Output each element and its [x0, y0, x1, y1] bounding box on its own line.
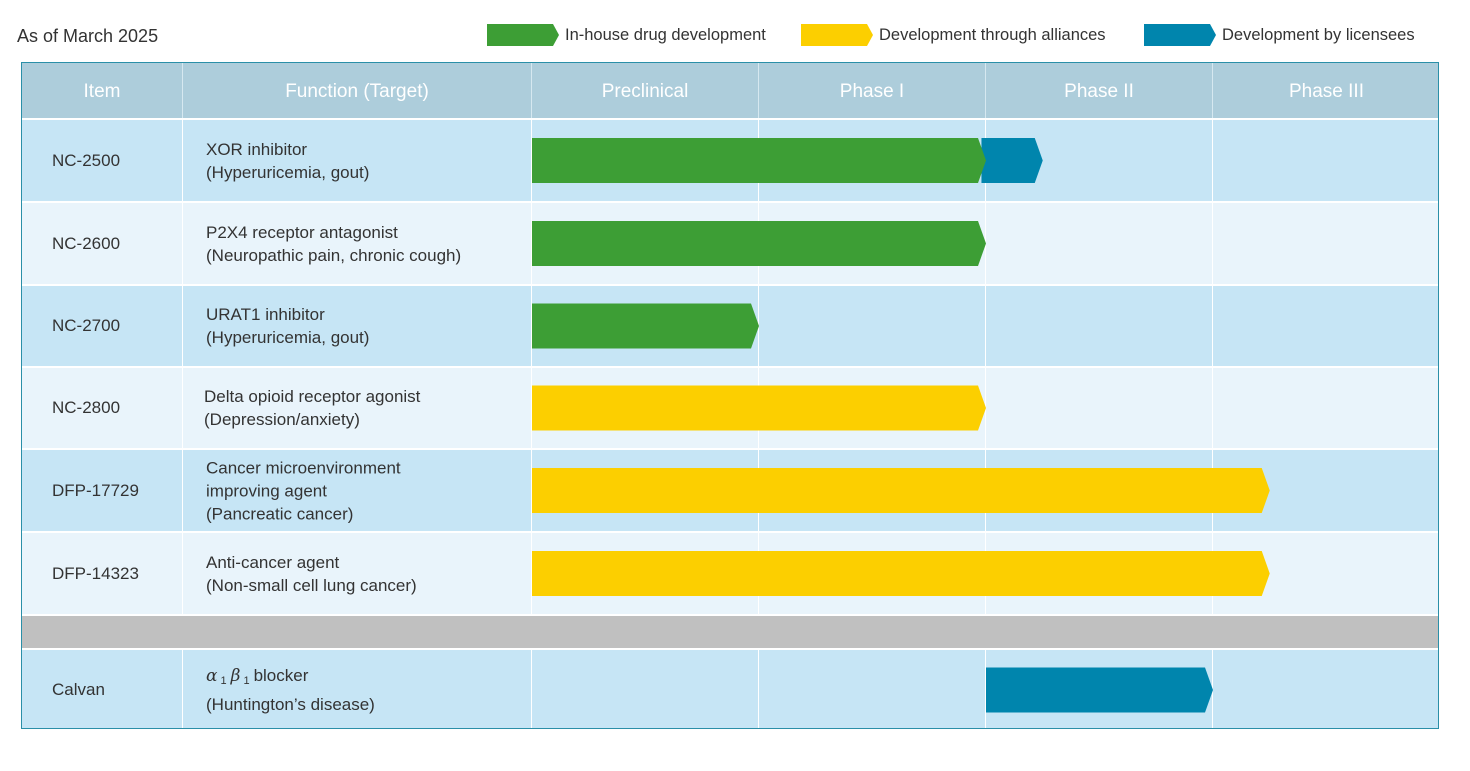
section-divider: [22, 614, 1438, 648]
header-phase-3: Phase III: [1289, 81, 1364, 102]
subscript: 1: [220, 675, 227, 687]
target-line: (Hyperuricemia, gout): [206, 162, 370, 182]
column-divider: [531, 648, 532, 728]
function-line: α 1 β 1 blocker: [206, 664, 375, 693]
function-line: Delta opioid receptor agonist: [204, 387, 421, 406]
column-divider: [985, 118, 986, 614]
function-line: improving agent: [206, 481, 327, 500]
column-divider: [1212, 648, 1213, 728]
column-divider: [182, 648, 183, 728]
item-name: NC-2500: [52, 150, 121, 170]
pipeline-bar: [532, 138, 986, 183]
target-line: (Neuropathic pain, chronic cough): [206, 245, 462, 265]
header-phase-1: Phase I: [759, 63, 986, 118]
function-text: blocker: [253, 666, 309, 685]
item-name: DFP-17729: [52, 480, 139, 500]
pipeline-bar: [532, 221, 986, 266]
target-line: (Pancreatic cancer): [206, 504, 354, 523]
header-item: Item: [22, 63, 183, 118]
target-line: (Depression/anxiety): [204, 410, 360, 429]
header-preclinical: Preclinical: [532, 63, 759, 118]
item-name: Calvan: [52, 680, 105, 699]
item-name: NC-2700: [52, 316, 121, 335]
header-phase-2: Phase II: [986, 63, 1213, 118]
item-name: DFP-14323: [52, 563, 139, 583]
function-line: URAT1 inhibitor: [206, 305, 325, 324]
pipeline-bar: [532, 385, 986, 431]
column-divider: [985, 648, 986, 728]
item-name: NC-2800: [52, 398, 121, 417]
function-line: P2X4 receptor antagonist: [206, 222, 398, 242]
alpha-symbol: α: [206, 666, 218, 686]
legend-swatch-in-house: [487, 24, 559, 46]
legend-label: Development through alliances: [879, 25, 1106, 44]
subscript: 1: [243, 675, 250, 687]
pipeline-bars: [532, 138, 1270, 713]
target-line: (Non-small cell lung cancer): [206, 575, 417, 595]
pipeline-bar: [532, 303, 759, 349]
function-target: Cancer microenvironment improving agent …: [206, 456, 401, 525]
as-of-date: As of March 2025: [17, 26, 159, 46]
column-divider: [758, 648, 759, 728]
column-divider: [182, 118, 183, 614]
function-line: Anti-cancer agent: [206, 552, 340, 572]
column-divider: [531, 118, 532, 614]
function-target: α 1 β 1 blocker (Huntington’s disease): [206, 664, 375, 716]
function-target: P2X4 receptor antagonist (Neuropathic pa…: [206, 221, 461, 267]
function-line: Cancer microenvironment: [206, 458, 401, 477]
function-target: URAT1 inhibitor (Hyperuricemia, gout): [206, 303, 369, 349]
pipeline-bar: [532, 468, 1270, 513]
target-line: (Hyperuricemia, gout): [206, 328, 370, 347]
function-target: Anti-cancer agent (Non-small cell lung c…: [206, 551, 417, 597]
pipeline-bar: [981, 138, 1043, 183]
item-name: NC-2600: [52, 233, 121, 253]
pipeline-bar: [532, 551, 1270, 596]
legend-swatch-alliances: [801, 24, 873, 46]
target-line: (Huntington’s disease): [206, 695, 375, 714]
column-divider: [1212, 118, 1213, 614]
function-line: XOR inhibitor: [206, 139, 308, 159]
legend-swatch-licensees: [1144, 24, 1216, 46]
table-header: Item Function (Target) Preclinical Phase…: [22, 63, 1438, 118]
function-target: Delta opioid receptor agonist (Depressio…: [204, 385, 420, 431]
beta-symbol: β: [230, 666, 241, 686]
legend-label: Development by licensees: [1222, 25, 1415, 44]
legend-item-alliances: Development through alliances: [801, 23, 1106, 47]
column-divider: [758, 118, 759, 614]
legend-label: In-house drug development: [565, 25, 766, 44]
header-function: Function (Target): [183, 63, 532, 118]
function-target: XOR inhibitor (Hyperuricemia, gout): [206, 138, 369, 184]
pipeline-bar: [986, 667, 1213, 713]
legend-item-in-house: In-house drug development: [487, 23, 766, 47]
pipeline-table: Item Function (Target) Preclinical Phase…: [21, 62, 1439, 729]
legend-item-licensees: Development by licensees: [1144, 23, 1415, 47]
